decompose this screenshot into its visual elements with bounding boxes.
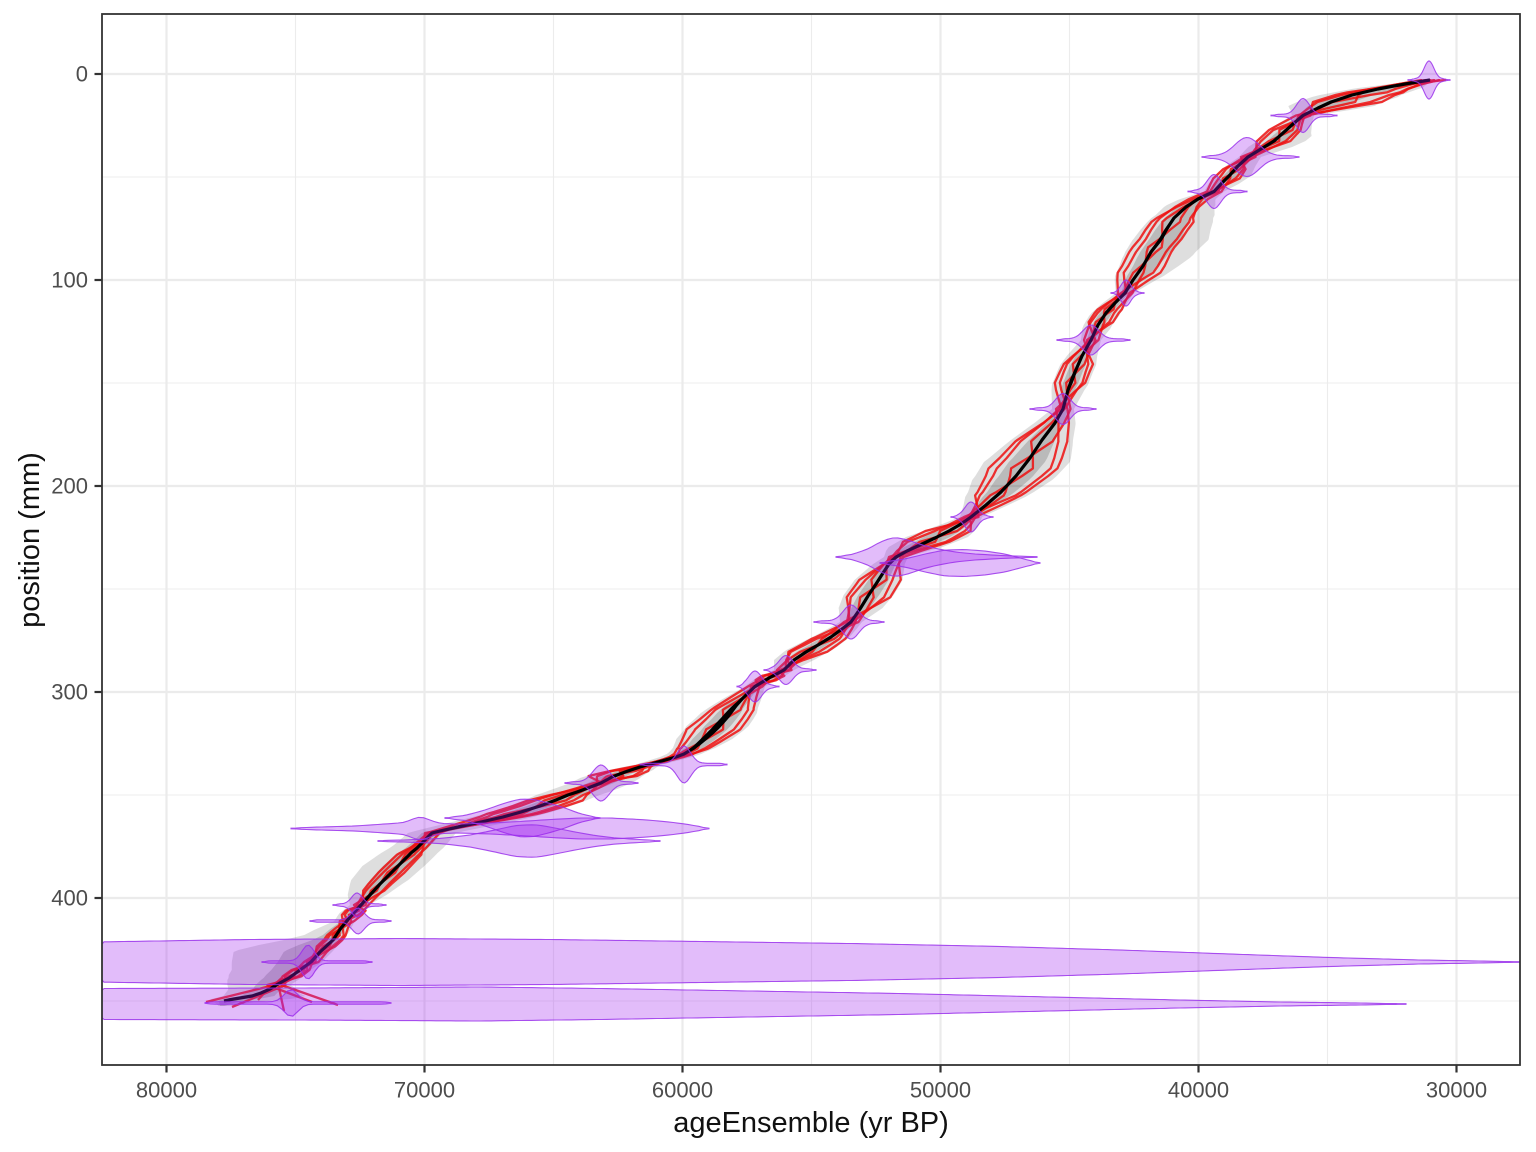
- svg-text:70000: 70000: [394, 1078, 455, 1103]
- svg-text:position (mm): position (mm): [14, 452, 46, 628]
- svg-text:50000: 50000: [910, 1078, 971, 1103]
- svg-text:400: 400: [51, 886, 88, 911]
- svg-text:ageEnsemble (yr BP): ageEnsemble (yr BP): [673, 1107, 949, 1139]
- svg-text:0: 0: [76, 62, 88, 87]
- svg-text:80000: 80000: [136, 1078, 197, 1103]
- svg-text:30000: 30000: [1426, 1078, 1487, 1103]
- svg-text:200: 200: [51, 474, 88, 499]
- svg-text:300: 300: [51, 680, 88, 705]
- svg-text:60000: 60000: [652, 1078, 713, 1103]
- svg-text:40000: 40000: [1168, 1078, 1229, 1103]
- svg-text:100: 100: [51, 268, 88, 293]
